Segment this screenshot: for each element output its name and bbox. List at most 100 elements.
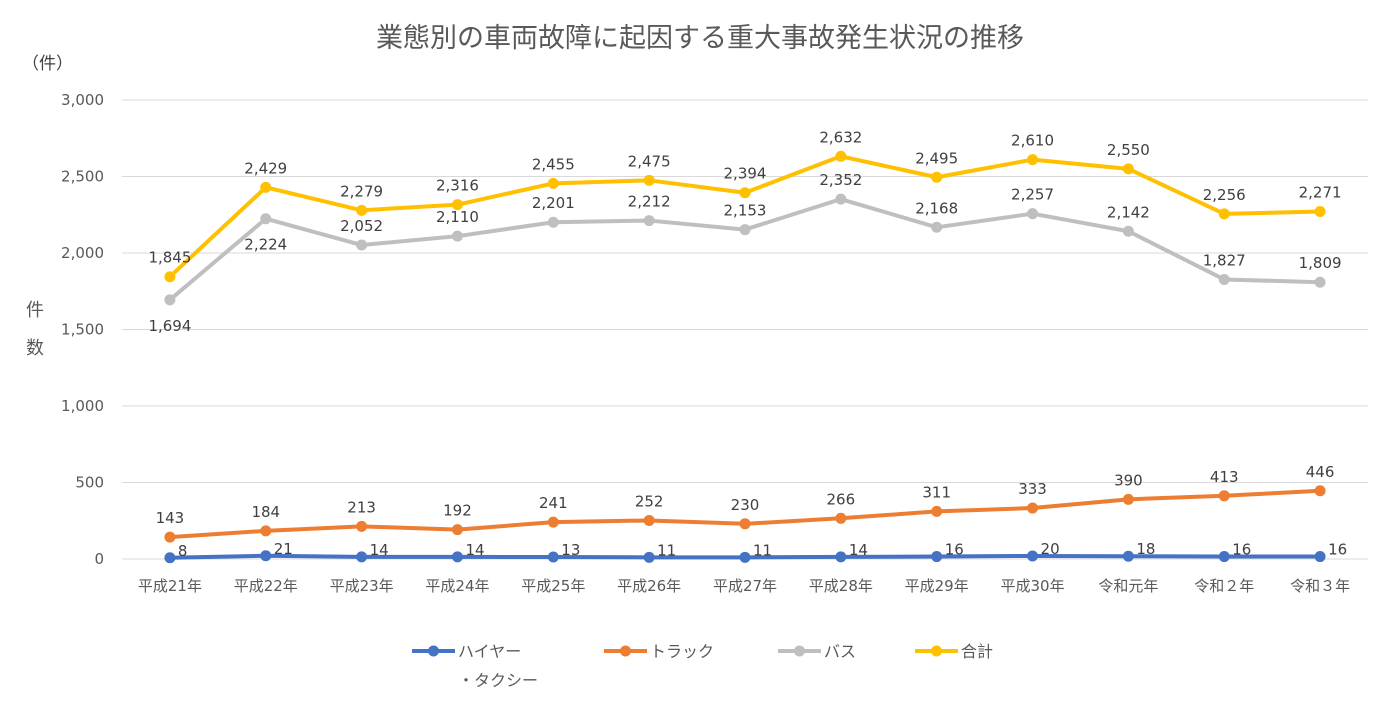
- point-hire: [1122, 550, 1134, 562]
- data-label-total: 1,845: [148, 249, 191, 267]
- x-tick-label: 平成30年: [1000, 577, 1064, 595]
- point-bus: [451, 230, 463, 242]
- y-tick-label: 500: [75, 474, 104, 492]
- point-hire: [164, 552, 176, 564]
- point-total: [1218, 208, 1230, 220]
- point-truck: [835, 512, 847, 524]
- data-label-total: 2,271: [1299, 184, 1342, 202]
- point-truck: [1218, 490, 1230, 502]
- chart-title: 業態別の車両故障に起因する重大事故発生状況の推移: [376, 23, 1024, 54]
- point-bus: [739, 224, 751, 236]
- data-label-hire: 8: [178, 542, 188, 560]
- data-label-truck: 192: [443, 502, 472, 520]
- point-total: [547, 177, 559, 189]
- point-hire: [835, 551, 847, 563]
- data-label-hire: 14: [370, 541, 389, 559]
- data-label-hire: 18: [1136, 540, 1155, 558]
- point-total: [643, 174, 655, 186]
- x-tick-label: 平成29年: [905, 577, 969, 595]
- y-tick-label: 2,000: [61, 244, 104, 262]
- data-label-hire: 20: [1041, 540, 1060, 558]
- point-truck: [356, 520, 368, 532]
- x-tick-label: 平成28年: [809, 577, 873, 595]
- data-label-hire: 13: [561, 541, 580, 559]
- data-label-hire: 11: [657, 541, 676, 559]
- point-truck: [1122, 493, 1134, 505]
- data-label-total: 2,279: [340, 182, 383, 200]
- point-total: [835, 150, 847, 162]
- legend-label-hire: ハイヤー: [458, 642, 521, 661]
- data-label-bus: 2,352: [819, 171, 862, 189]
- point-total: [931, 171, 943, 183]
- y-tick-label: 0: [94, 550, 104, 568]
- point-hire: [1027, 550, 1039, 562]
- x-tick-label: 平成27年: [713, 577, 777, 595]
- point-bus: [164, 294, 176, 306]
- gridlines: [122, 99, 1368, 560]
- data-label-truck: 213: [347, 498, 376, 516]
- data-label-hire: 14: [465, 541, 484, 559]
- data-label-total: 2,495: [915, 149, 958, 167]
- x-tick-label: 平成22年: [234, 577, 298, 595]
- data-label-total: 2,455: [532, 155, 575, 173]
- y-axis-label-1: 件: [26, 300, 44, 321]
- data-label-truck: 184: [251, 503, 280, 521]
- legend: ハイヤー・タクシー トラック バス 合計: [412, 642, 993, 690]
- y-unit-label: （件）: [22, 54, 73, 74]
- data-label-truck: 143: [156, 509, 185, 527]
- x-tick-label: 平成26年: [617, 577, 681, 595]
- y-axis-label-2: 数: [26, 338, 44, 359]
- point-hire: [451, 551, 463, 563]
- point-truck: [1314, 485, 1326, 497]
- data-label-total: 2,429: [244, 159, 287, 177]
- data-label-bus: 2,052: [340, 217, 383, 235]
- point-bus: [1314, 276, 1326, 288]
- point-hire: [739, 551, 751, 563]
- point-hire: [931, 551, 943, 563]
- data-label-total: 2,316: [436, 177, 479, 195]
- point-truck: [1027, 502, 1039, 514]
- data-label-bus: 2,224: [244, 236, 287, 254]
- x-tick-label: 令和３年: [1290, 577, 1350, 595]
- point-bus: [835, 193, 847, 205]
- point-bus: [643, 215, 655, 227]
- point-bus: [547, 216, 559, 228]
- data-label-bus: 2,168: [915, 199, 958, 217]
- data-label-bus: 2,153: [724, 202, 767, 220]
- data-label-total: 2,394: [724, 165, 767, 183]
- data-label-truck: 333: [1018, 480, 1047, 498]
- y-tick-label: 3,000: [61, 91, 104, 109]
- point-total: [1027, 154, 1039, 166]
- data-label-bus: 1,809: [1299, 254, 1342, 272]
- data-labels: 8 21 14 14 13 11 11 14 16 20 18 16 16 143 184 213 192 241…: [148, 128, 1347, 559]
- x-tick-label: 平成24年: [425, 577, 489, 595]
- point-total: [356, 204, 368, 216]
- x-tick-label: 令和２年: [1194, 577, 1254, 595]
- data-label-truck: 446: [1306, 463, 1335, 481]
- legend-label-truck: トラック: [650, 642, 714, 661]
- point-hire: [356, 551, 368, 563]
- data-label-hire: 11: [753, 541, 772, 559]
- series-lines: [164, 150, 1326, 564]
- point-truck: [547, 516, 559, 528]
- data-label-truck: 241: [539, 494, 568, 512]
- data-label-truck: 413: [1210, 468, 1239, 486]
- point-total: [739, 187, 751, 199]
- point-truck: [164, 531, 176, 543]
- data-label-bus: 2,257: [1011, 186, 1054, 204]
- data-label-bus: 2,201: [532, 194, 575, 212]
- x-tick-label: 平成21年: [138, 577, 202, 595]
- data-label-total: 2,550: [1107, 141, 1150, 159]
- data-label-total: 2,475: [628, 152, 671, 170]
- y-tick-label: 1,000: [61, 397, 104, 415]
- legend-label-bus: バス: [824, 642, 856, 661]
- point-total: [1314, 206, 1326, 218]
- x-tick-labels: 平成21年 平成22年 平成23年 平成24年 平成25年 平成26年 平成27年 平成28年…: [138, 577, 1350, 595]
- x-tick-label: 平成23年: [330, 577, 394, 595]
- legend-label-hire-line2: ・タクシー: [458, 671, 538, 690]
- point-bus: [356, 239, 368, 251]
- data-label-hire: 16: [1328, 541, 1347, 559]
- point-truck: [260, 525, 272, 537]
- point-total: [164, 271, 176, 283]
- point-bus: [1122, 225, 1134, 237]
